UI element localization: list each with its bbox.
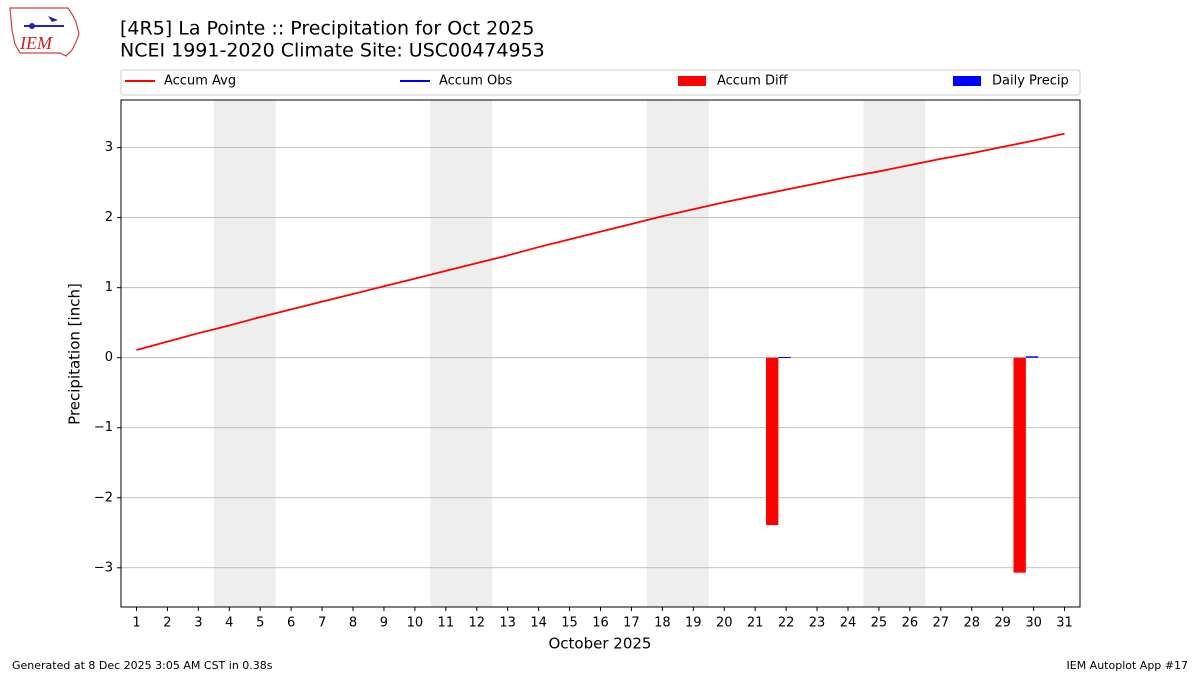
y-tick-label: 1 [105, 280, 113, 295]
x-axis-label: October 2025 [549, 635, 652, 653]
y-tick-label: 0 [105, 350, 113, 365]
x-tick-label: 26 [902, 616, 919, 631]
x-tick-label: 12 [468, 616, 485, 631]
y-tick-label: −1 [94, 420, 113, 435]
legend-swatch [678, 76, 706, 86]
legend-label: Accum Avg [164, 74, 236, 89]
x-tick-label: 3 [194, 616, 202, 631]
x-tick-label: 13 [499, 616, 516, 631]
chart-subtitle: NCEI 1991-2020 Climate Site: USC00474953 [120, 40, 545, 62]
weekend-shade [894, 100, 926, 607]
weekend-shade [677, 100, 709, 607]
logo: IEM [9, 7, 80, 57]
logo-outline [9, 7, 80, 57]
y-tick-label: −3 [94, 560, 113, 575]
x-tick-label: 29 [994, 616, 1011, 631]
x-tick-label: 31 [1056, 616, 1073, 631]
weekend-shade [430, 100, 462, 607]
legend-label: Accum Diff [717, 74, 789, 89]
x-tick-label: 21 [747, 616, 764, 631]
x-tick-label: 30 [1025, 616, 1042, 631]
y-tick-label: 3 [105, 140, 113, 155]
weekend-shade [244, 100, 276, 607]
footer-left: Generated at 8 Dec 2025 3:05 AM CST in 0… [12, 659, 273, 672]
x-tick-label: 18 [654, 616, 671, 631]
plot-frame [120, 99, 1081, 608]
x-tick-label: 8 [349, 616, 357, 631]
x-tick-label: 22 [778, 616, 795, 631]
x-tick-label: 1 [132, 616, 140, 631]
x-tick-label: 2 [163, 616, 171, 631]
chart-title: [4R5] La Pointe :: Precipitation for Oct… [120, 18, 534, 40]
bar [778, 357, 791, 359]
x-tick-label: 17 [623, 616, 640, 631]
logo-text: IEM [19, 33, 53, 53]
x-tick-label: 19 [685, 616, 702, 631]
weekend-shade [213, 100, 245, 607]
bar [1013, 357, 1026, 573]
x-tick-label: 27 [933, 616, 950, 631]
weekend-shade [461, 100, 493, 607]
weekend-shade [863, 100, 895, 607]
y-tick-label: −2 [94, 490, 113, 505]
y-axis-label: Precipitation [inch] [66, 283, 84, 425]
x-tick-label: 25 [871, 616, 888, 631]
weekend-shade [646, 100, 678, 607]
x-tick-label: 10 [407, 616, 424, 631]
bar [1025, 356, 1039, 358]
logo-dot [29, 23, 35, 29]
line-series [136, 132, 1065, 351]
bar [766, 357, 779, 526]
x-tick-label: 28 [963, 616, 980, 631]
legend-label: Accum Obs [439, 74, 512, 89]
x-tick-label: 23 [809, 616, 826, 631]
y-tick-label: 2 [105, 210, 113, 225]
logo-flag [48, 16, 58, 22]
x-tick-label: 15 [561, 616, 578, 631]
x-tick-label: 7 [318, 616, 326, 631]
legend-label: Daily Precip [992, 74, 1069, 89]
footer-right: IEM Autoplot App #17 [1067, 659, 1189, 672]
x-tick-label: 4 [225, 616, 233, 631]
x-tick-label: 11 [438, 616, 455, 631]
x-tick-label: 5 [256, 616, 264, 631]
legend-box [120, 69, 1081, 96]
x-tick-label: 14 [530, 616, 547, 631]
x-tick-label: 20 [716, 616, 733, 631]
x-tick-label: 24 [840, 616, 857, 631]
legend-swatch [953, 76, 981, 86]
x-tick-label: 6 [287, 616, 295, 631]
x-tick-label: 9 [380, 616, 388, 631]
x-tick-label: 16 [592, 616, 609, 631]
